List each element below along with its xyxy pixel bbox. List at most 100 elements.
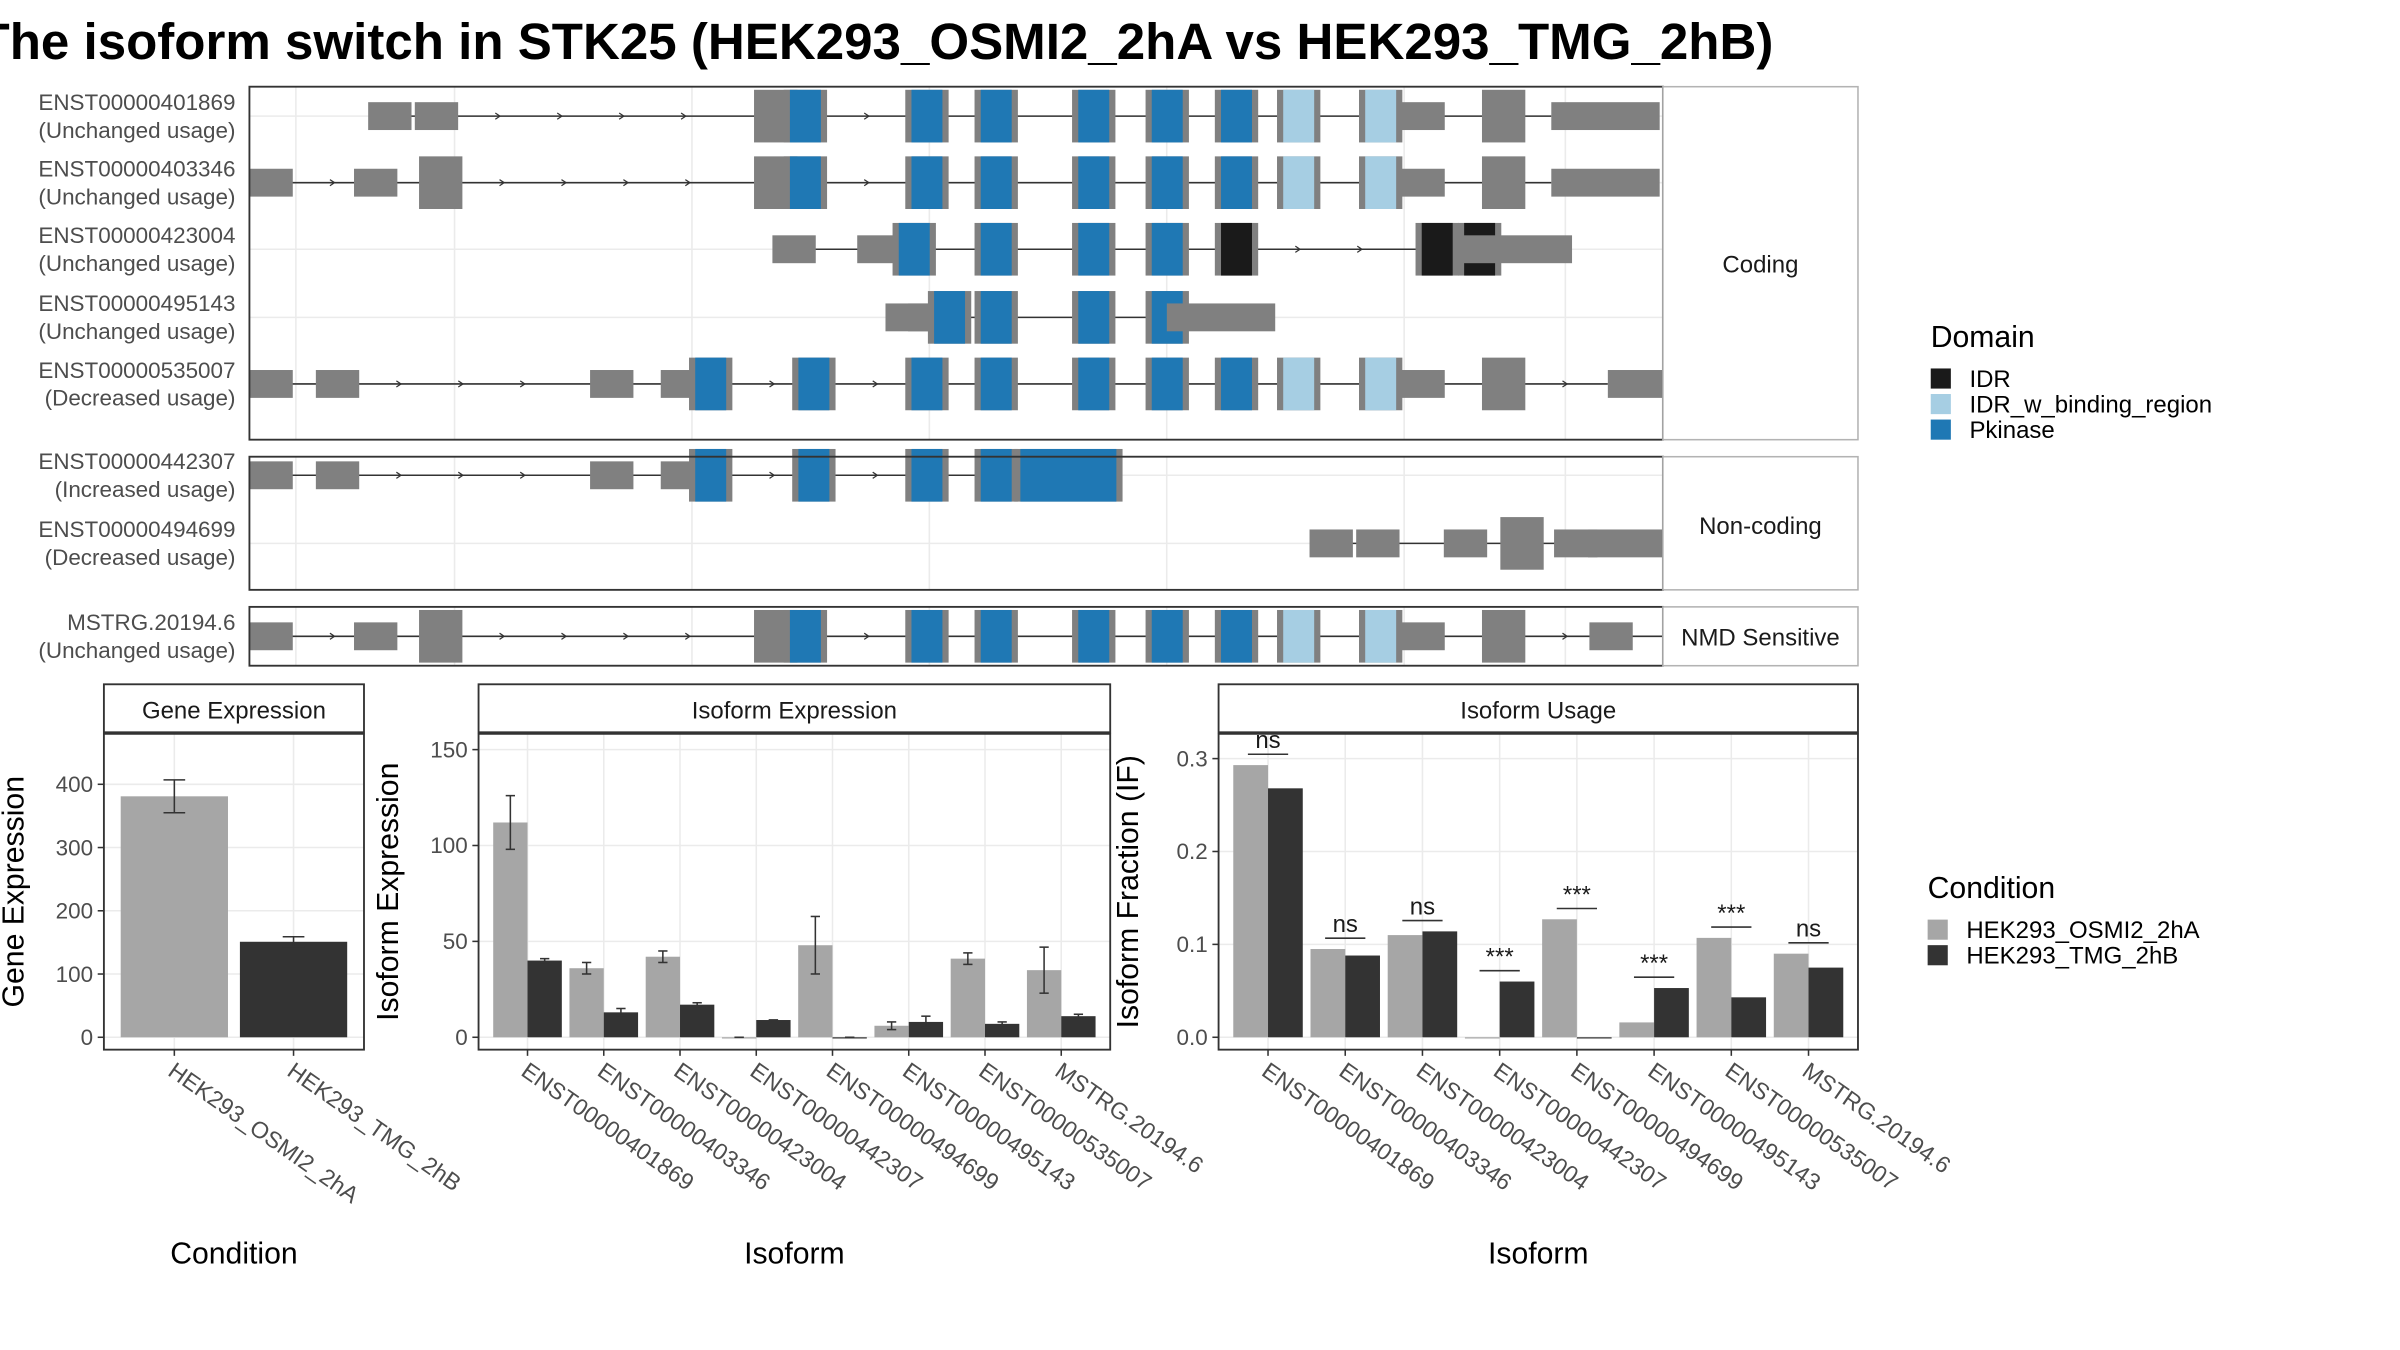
y-tick-label: 0.2 (1177, 839, 1208, 864)
exon (368, 102, 412, 131)
strand-arrow (1562, 632, 1569, 640)
legend-title: Domain (1931, 321, 2035, 354)
exon (249, 461, 293, 490)
transcript-id-label: MSTRG.20194.6 (67, 610, 235, 635)
bar (1619, 1022, 1655, 1038)
domain-region (1078, 291, 1110, 344)
transcript-id-label: ENST00000403346 (38, 156, 235, 181)
transcript-usage-label: (Unchanged usage) (38, 118, 235, 143)
transcript-id-label: ENST00000423004 (38, 223, 235, 248)
legend-label: HEK293_OSMI2_2hA (1966, 917, 2199, 944)
chart-title: Isoform Expression (692, 697, 897, 724)
domain-region (1365, 89, 1397, 143)
strand-arrow (519, 380, 526, 388)
domain-region (798, 357, 830, 411)
strand-arrow (457, 471, 465, 479)
domain-region (911, 89, 943, 143)
significance-label: ns (1333, 911, 1358, 938)
bar (1061, 1016, 1096, 1038)
domain-region (1365, 357, 1397, 411)
exon (1356, 529, 1400, 558)
domain-region (695, 357, 727, 411)
transcript-id-label: ENST00000494699 (38, 517, 235, 542)
bar (1542, 919, 1577, 1038)
facet-strip (1217, 683, 1859, 734)
strand-arrow (1562, 380, 1569, 388)
bar (1654, 988, 1689, 1038)
bar (1310, 949, 1346, 1038)
strand-arrow (457, 380, 465, 388)
bar (493, 822, 528, 1038)
exon (1481, 357, 1526, 411)
domain-region (1221, 89, 1252, 143)
domain-region (1078, 156, 1110, 210)
bar (1808, 967, 1844, 1038)
strand-arrow (499, 179, 506, 187)
panel-strip (1662, 85, 1859, 441)
transcript-usage-label: (Decreased usage) (45, 386, 236, 411)
domain-region (1365, 609, 1397, 663)
domain-region (1020, 448, 1117, 502)
domain-region (980, 222, 1012, 276)
legend-swatch (1930, 394, 1951, 415)
chart-title: Isoform Usage (1460, 697, 1616, 724)
significance-label: ns (1796, 916, 1821, 943)
legend-label: HEK293_TMG_2hB (1966, 943, 2178, 970)
strand-arrow (618, 112, 625, 120)
exon (1309, 529, 1353, 558)
strand-arrow (1356, 245, 1364, 253)
y-tick-label: 400 (56, 772, 93, 797)
domain-region (1078, 222, 1110, 276)
domain-region (789, 156, 821, 210)
domain-region (1283, 357, 1315, 411)
exon (1500, 517, 1544, 570)
domain-region (911, 448, 943, 502)
bar (120, 796, 228, 1038)
y-axis-title: Isoform Fraction (IF) (1112, 755, 1145, 1028)
transcript-usage-label: (Unchanged usage) (38, 251, 235, 276)
bar (1499, 981, 1535, 1038)
domain-region (898, 222, 930, 276)
domain-region (1283, 609, 1315, 663)
y-tick-label: 50 (443, 929, 468, 954)
domain-region (911, 357, 943, 411)
bar (239, 941, 348, 1038)
exon (354, 168, 398, 197)
strand-arrow (872, 380, 879, 388)
domain-region (1221, 222, 1252, 276)
strand-arrow (494, 112, 502, 120)
domain-region (789, 89, 821, 143)
strand-arrow (396, 380, 403, 388)
strand-arrow (769, 380, 776, 388)
domain-region (1283, 89, 1315, 143)
panel-label: Non-coding (1699, 513, 1822, 540)
bar (908, 1021, 944, 1038)
legend-label: IDR (1969, 366, 2010, 393)
transcript-structure: ENST00000401869 (Unchanged usage) ENST0000… (38, 85, 1859, 667)
y-tick-label: 150 (430, 737, 467, 762)
legend-swatch (1927, 919, 1948, 940)
exon (315, 370, 360, 398)
strand-arrow (556, 112, 563, 120)
x-axis-title: Condition (170, 1237, 297, 1270)
transcript-id-label: ENST00000401869 (38, 90, 235, 115)
domain-region (911, 156, 943, 210)
significance-label: *** (1563, 881, 1591, 908)
exon (414, 102, 459, 131)
strand-arrow (863, 632, 870, 640)
bar (1464, 1037, 1500, 1039)
plot-border (1217, 732, 1859, 1051)
bar (645, 956, 681, 1038)
plot-border (102, 732, 365, 1051)
domain-region (1221, 357, 1252, 411)
exon (1551, 168, 1660, 197)
strand-arrow (396, 471, 403, 479)
transcript-usage-label: (Decreased usage) (45, 545, 236, 570)
exon (1551, 102, 1660, 131)
facet-strip (477, 683, 1112, 734)
bar (950, 958, 985, 1038)
domain-region (980, 89, 1012, 143)
x-tick-label: HEK293_OSMI2_2hA (164, 1057, 364, 1208)
strand-arrow (863, 112, 870, 120)
